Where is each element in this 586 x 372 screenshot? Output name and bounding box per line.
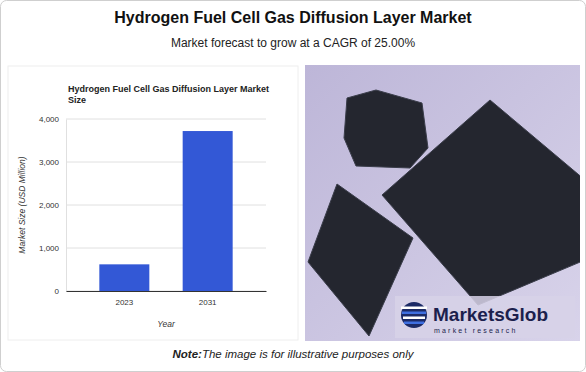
grid-line — [66, 248, 266, 249]
y-axis: 0 1,000 2,000 3,000 4,000 — [39, 115, 67, 296]
y-tick-label: 2,000 — [39, 201, 60, 210]
page-title: Hydrogen Fuel Cell Gas Diffusion Layer M… — [114, 9, 472, 26]
x-axis-title: Year — [157, 319, 176, 329]
logo-stripe — [402, 312, 426, 315]
x-tick: 2023 — [115, 291, 133, 307]
illustration — [305, 65, 580, 341]
logo-tagline: market research — [434, 327, 518, 334]
bars — [99, 131, 232, 291]
page: Hydrogen Fuel Cell Gas Diffusion Layer M… — [0, 0, 586, 372]
logo-text: MarketsGlob — [433, 304, 548, 325]
x-axis: 2023 2031 — [67, 291, 267, 307]
y-tick-label: 3,000 — [39, 158, 60, 167]
y-tick: 2,000 — [39, 201, 66, 210]
y-axis-title: Market Size (USD Million) — [17, 156, 27, 253]
y-tick: 3,000 — [39, 158, 66, 167]
chart-title: Hydrogen Fuel Cell Gas Diffusion Layer M… — [68, 84, 269, 105]
logo-stripe — [403, 317, 425, 320]
grid — [66, 119, 266, 291]
note: Note:The image is for illustrative purpo… — [173, 348, 415, 360]
x-tick: 2031 — [199, 291, 217, 307]
chart-svg: Hydrogen Fuel Cell Gas Diffusion Layer M… — [0, 0, 586, 372]
fuel-cell-sheet — [344, 90, 428, 168]
logo-bg — [395, 296, 575, 338]
y-tick-label: 1,000 — [39, 244, 60, 253]
page-subtitle: Market forecast to grow at a CAGR of 25.… — [171, 36, 415, 50]
logo-stripe — [404, 322, 424, 325]
grid-line — [66, 162, 266, 163]
bar — [183, 131, 233, 291]
chart-panel — [8, 66, 298, 340]
y-tick-label: 0 — [55, 287, 60, 296]
y-tick: 1,000 — [39, 244, 66, 253]
x-tick-label: 2023 — [115, 298, 133, 307]
grid-line — [66, 291, 266, 292]
note-text: The image is for illustrative purposes o… — [202, 348, 415, 360]
grid-line — [66, 205, 266, 206]
y-tick-label: 4,000 — [39, 115, 60, 124]
x-tick-label: 2031 — [199, 298, 217, 307]
y-tick: 4,000 — [39, 115, 66, 124]
bar — [99, 264, 149, 291]
y-axis-line — [66, 120, 67, 292]
y-tick: 0 — [55, 287, 66, 296]
grid-line — [66, 119, 266, 120]
logo: MarketsGlob market research — [401, 302, 548, 334]
note-label: Note: — [173, 348, 203, 360]
x-axis-line — [67, 291, 267, 292]
logo-stripe — [401, 307, 427, 310]
logo-globe — [401, 302, 427, 328]
card — [1, 1, 586, 372]
